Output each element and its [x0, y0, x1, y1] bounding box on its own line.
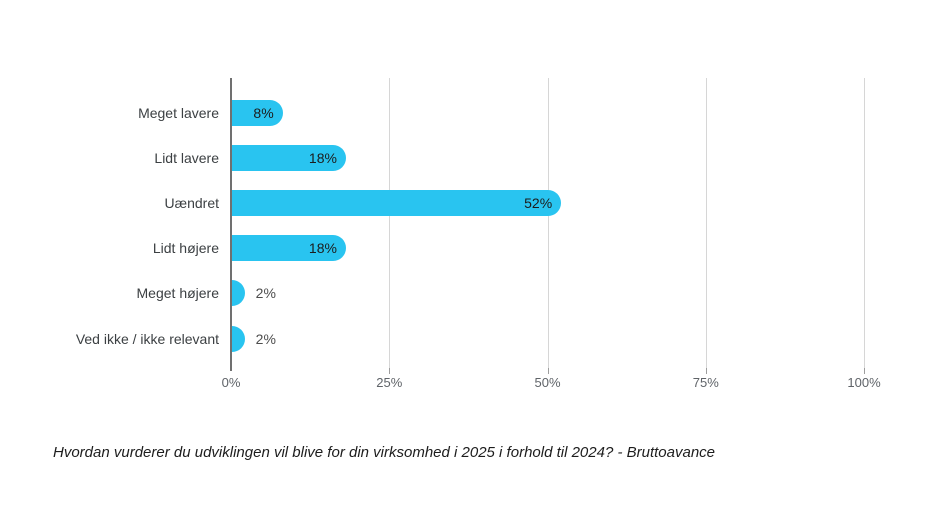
axis-tick [547, 368, 549, 374]
bar-value-label: 18% [308, 149, 337, 166]
bar [232, 280, 245, 307]
bar [232, 144, 346, 171]
bar-value-label: 18% [308, 240, 337, 257]
bar-value-label: 52% [524, 195, 553, 211]
x-tick-label: 50% [534, 375, 561, 390]
category-label: Uændret [164, 195, 219, 211]
x-tick-label: 0% [221, 375, 241, 390]
x-tick-label: 25% [376, 375, 403, 390]
axis-tick [705, 368, 707, 374]
category-label: Lidt lavere [154, 149, 219, 166]
x-tick-label: 100% [847, 375, 881, 390]
axis-tick [389, 368, 391, 374]
axis-tick [864, 368, 865, 374]
gridline [705, 78, 707, 368]
bar-value-label: 8% [253, 104, 274, 121]
bar-value-label: 2% [255, 330, 276, 347]
gridline [864, 78, 865, 368]
x-tick-label: 75% [692, 375, 719, 390]
chart-caption: Hvordan vurderer du udviklingen vil bliv… [53, 444, 716, 461]
category-label: Meget højere [136, 285, 219, 302]
category-label: Ved ikke / ikke relevant [75, 330, 219, 347]
bar [232, 190, 562, 216]
y-axis-line [230, 78, 232, 371]
bar [232, 99, 283, 126]
bar [232, 235, 346, 262]
bar-value-label: 2% [255, 285, 276, 302]
gridline [389, 78, 391, 368]
bar [232, 325, 245, 352]
gridline [547, 78, 549, 368]
category-label: Lidt højere [152, 240, 219, 257]
category-label: Meget lavere [138, 104, 219, 121]
